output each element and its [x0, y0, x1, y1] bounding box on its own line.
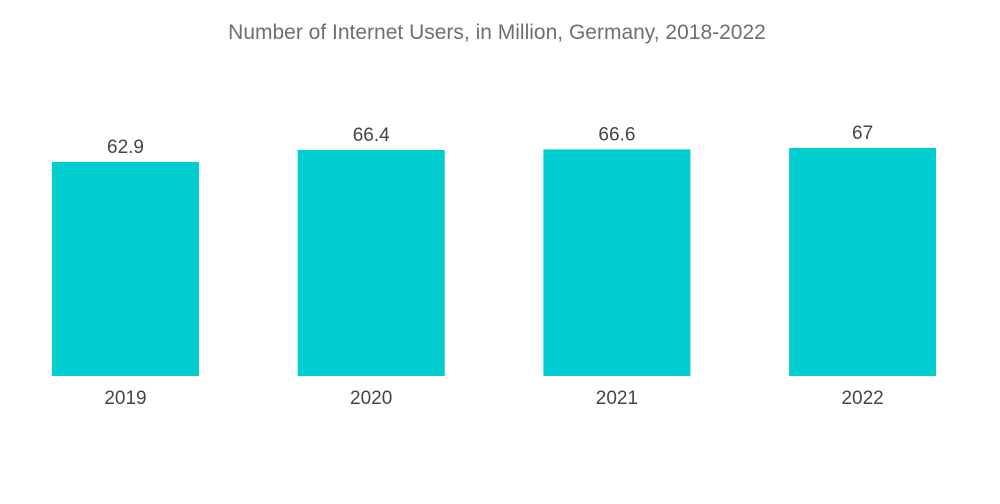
value-label-2019: 62.9 — [107, 137, 144, 158]
x-tick-label-2022: 2022 — [841, 388, 883, 409]
bar-2021 — [543, 149, 691, 376]
x-tick-label-2021: 2021 — [596, 388, 638, 409]
x-tick-label-2019: 2019 — [104, 388, 146, 409]
value-label-2022: 67 — [852, 123, 873, 144]
bars-group: 62.9 2019 66.4 2020 66.6 2021 67 2022 — [52, 123, 937, 409]
chart-title: Number of Internet Users, in Million, Ge… — [228, 21, 766, 44]
bar-2020 — [297, 150, 445, 376]
value-label-2020: 66.4 — [353, 125, 390, 146]
bar-2019 — [52, 162, 199, 376]
value-label-2021: 66.6 — [598, 124, 635, 145]
x-tick-label-2020: 2020 — [350, 388, 392, 409]
bar-2022 — [789, 148, 937, 376]
